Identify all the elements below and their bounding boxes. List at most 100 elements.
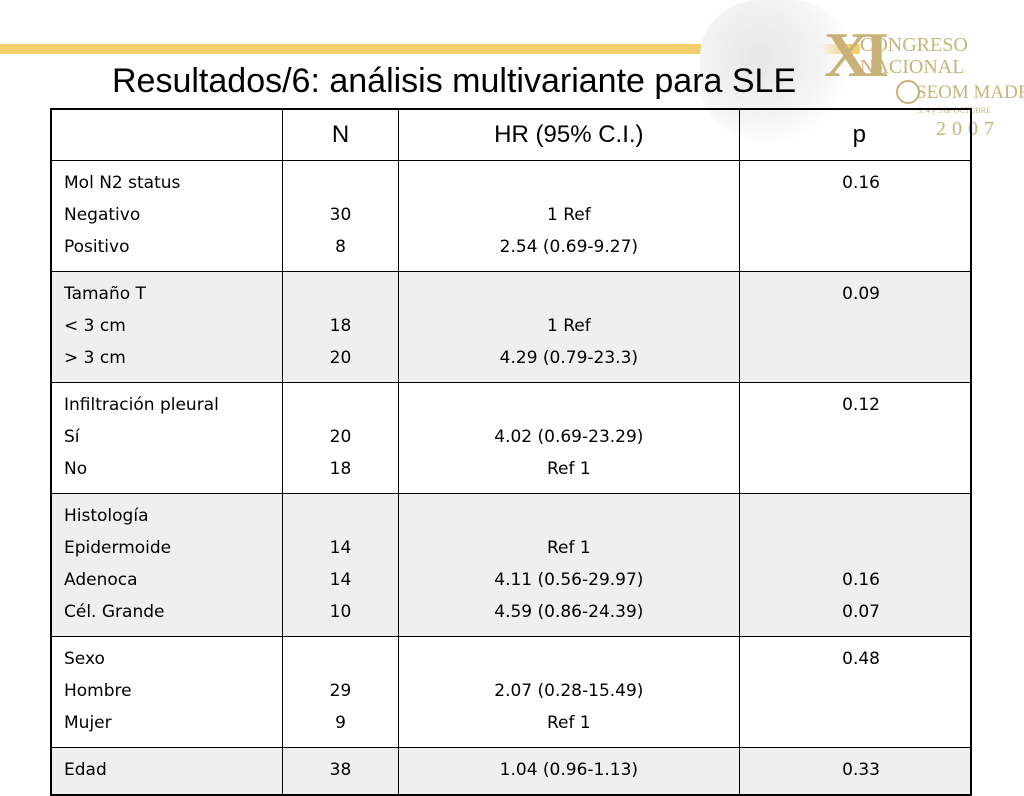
hr-line: Ref 1 [546,459,591,479]
n-line: 20 [329,427,352,447]
variable-line: Infiltración pleural [64,395,219,415]
cell-n: 29 9 [282,636,399,748]
p-line [740,231,970,263]
cell-p: 0.09 [738,271,972,383]
n-line: 29 [329,681,352,701]
table-header-row: N HR (95% C.I.) p [50,108,972,161]
variable-line: Epidermoide [64,538,172,558]
variable-line: Hombre [64,681,132,701]
variable-line: No [64,459,88,479]
hr-line [399,389,739,421]
hr-line [399,278,739,310]
table-row: Tamaño T < 3 cm > 3 cm 18 20 1 Ref 4.29 (0.79-… [50,271,972,383]
n-line: 38 [329,760,352,780]
n-line [283,500,398,532]
cell-n: 20 18 [282,382,399,494]
n-line [283,278,398,310]
cell-n: 38 [282,747,399,796]
table-row: Mol N2 status Negativo Positivo 30 8 1 Ref 2.5… [50,160,972,272]
variable-line: < 3 cm [64,316,126,336]
table-row: Histología Epidermoide Adenoca Cél. Grande 1… [50,493,972,637]
variable-line: Adenoca [64,570,138,590]
p-line [740,707,970,739]
p-line: 0.16 [842,173,880,193]
p-line: 0.12 [842,395,880,415]
n-line [283,643,398,675]
cell-variable: Histología Epidermoide Adenoca Cél. Grande [50,493,284,637]
logo-line-congreso: CONGRESO [860,34,968,56]
n-line: 9 [335,713,346,733]
hr-line: Ref 1 [546,538,591,558]
cell-variable: Edad [50,747,284,796]
cell-hr: 2.07 (0.28-15.49) Ref 1 [397,636,740,748]
results-table: N HR (95% C.I.) p Mol N2 status Negativo P… [50,108,972,796]
variable-line: Mol N2 status [64,173,181,193]
cell-n: 30 8 [282,160,399,272]
hr-line: 1.04 (0.96-1.13) [499,760,639,780]
n-line: 14 [329,570,352,590]
cell-hr: 1 Ref 4.29 (0.79-23.3) [397,271,740,383]
table-row: Sexo Hombre Mujer 29 9 2.07 (0.28-15.49) Ref 1… [50,636,972,748]
n-line: 8 [335,237,346,257]
cell-n: 14 14 10 [282,493,399,637]
table-body: Mol N2 status Negativo Positivo 30 8 1 Ref 2.5… [50,160,972,796]
variable-line: > 3 cm [64,348,126,368]
cell-p: 0.16 [738,160,972,272]
variable-line: Sí [64,427,80,447]
hr-line: 1 Ref [546,316,591,336]
variable-line: Mujer [64,713,112,733]
p-line: 0.33 [842,760,880,780]
hr-line [399,500,739,532]
hr-line: 4.11 (0.56-29.97) [494,570,644,590]
variable-line: Sexo [64,649,105,669]
n-line: 20 [329,348,352,368]
cell-p: 0.12 [738,382,972,494]
table-row: Edad 38 1.04 (0.96-1.13) 0.33 [50,747,972,796]
hr-line [399,643,739,675]
title-rule [0,44,860,54]
p-line [740,532,970,564]
n-line: 30 [329,205,352,225]
p-line [740,453,970,485]
cell-variable: Tamaño T < 3 cm > 3 cm [50,271,284,383]
table-row: Infiltración pleural Sí No 20 18 4.02 (0.69-2… [50,382,972,494]
cell-variable: Infiltración pleural Sí No [50,382,284,494]
cell-hr: 4.02 (0.69-23.29) Ref 1 [397,382,740,494]
cell-p: 0.16 0.07 [738,493,972,637]
p-line: 0.16 [842,570,880,590]
p-line [740,675,970,707]
p-line: 0.09 [842,284,880,304]
header-variable [50,108,284,161]
logo-line-seom: SEOM MADRID [916,82,1024,103]
n-line [283,167,398,199]
variable-line: Tamaño T [64,284,146,304]
variable-line: Negativo [64,205,141,225]
hr-line: 4.02 (0.69-23.29) [494,427,644,447]
variable-line: Edad [64,760,107,780]
cell-variable: Sexo Hombre Mujer [50,636,284,748]
hr-line: Ref 1 [546,713,591,733]
logo-seal-icon [896,80,920,104]
logo-numeral: XI [824,19,889,90]
p-line: 0.48 [842,649,880,669]
hr-line: 2.54 (0.69-9.27) [499,237,639,257]
cell-n: 18 20 [282,271,399,383]
p-line [740,199,970,231]
header-n: N [282,108,399,161]
variable-line: Positivo [64,237,130,257]
n-line: 18 [329,316,352,336]
header-p: p [738,108,972,161]
p-line [740,310,970,342]
hr-line: 4.59 (0.86-24.39) [494,602,644,622]
cell-hr: 1 Ref 2.54 (0.69-9.27) [397,160,740,272]
n-line: 10 [329,602,352,622]
hr-line [399,167,739,199]
hr-line: 4.29 (0.79-23.3) [499,348,639,368]
variable-line: Histología [64,506,149,526]
n-line [283,389,398,421]
p-line [740,342,970,374]
n-line: 18 [329,459,352,479]
logo-line-nacional: NACIONAL [860,56,965,78]
slide-title: Resultados/6: análisis multivariante par… [112,62,797,100]
header-hr: HR (95% C.I.) [397,108,740,161]
